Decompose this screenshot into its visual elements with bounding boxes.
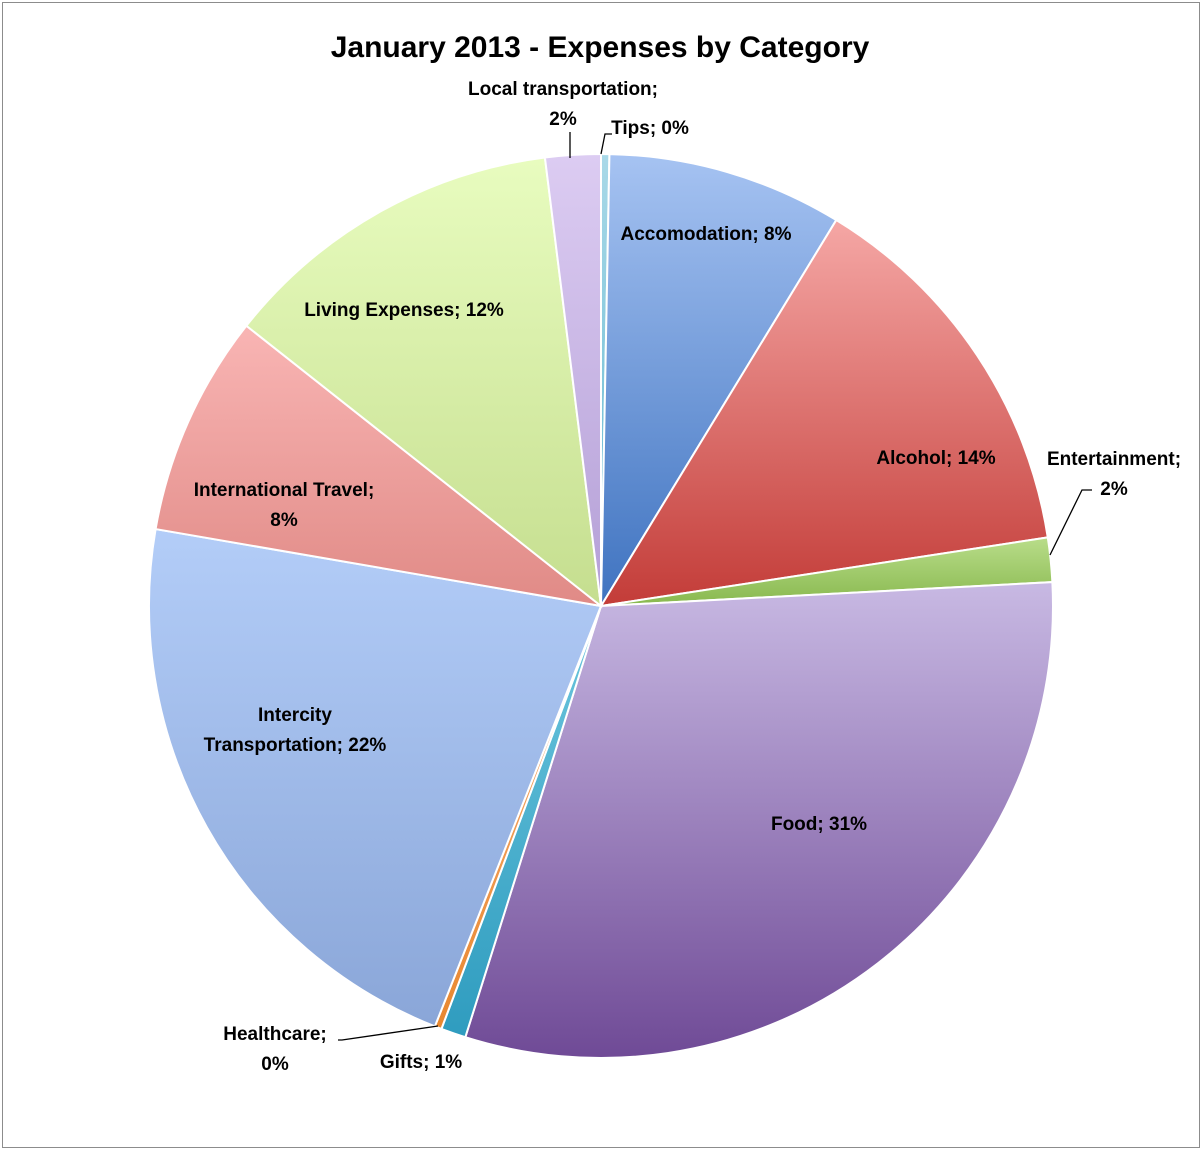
pie-slice-international-travel: [154, 324, 602, 607]
slice-label-gifts: Gifts; 1%: [380, 1052, 462, 1073]
slice-label-international-travel: International Travel; 8%: [194, 480, 375, 531]
slice-labels: Tips; 0% Accomodation; 8% Alcohol; 14% Ente…: [194, 79, 1181, 1075]
pie-slice-food: [464, 581, 1054, 1059]
leader-line-healthcare: [338, 1025, 439, 1041]
slice-label-living-expenses: Living Expenses; 12%: [304, 300, 504, 321]
slice-label-healthcare: Healthcare; 0%: [223, 1024, 327, 1075]
chart-title: January 2013 - Expenses by Category: [331, 31, 870, 64]
pie-slice-intercity-transportation: [148, 527, 603, 1028]
slice-label-entertainment: Entertainment; 2%: [1047, 449, 1181, 500]
slice-label-food: Food; 31%: [771, 814, 867, 835]
leader-lines: [338, 132, 1092, 1041]
pie-slices: [148, 152, 1054, 1059]
pie-slice-living-expenses: [244, 156, 603, 609]
slice-label-accomodation: Accomodation; 8%: [620, 224, 791, 245]
slice-label-tips: Tips; 0%: [611, 118, 689, 139]
slice-label-alcohol: Alcohol; 14%: [876, 448, 995, 469]
leader-line-tips: [600, 133, 612, 155]
pie-slice-accomodation: [599, 153, 838, 610]
slice-label-local-transportation: Local transportation; 2%: [468, 79, 658, 130]
pie-slice-local-transportation: [543, 152, 602, 607]
leader-line-entertainment: [1049, 489, 1092, 556]
pie-slice-alcohol: [599, 218, 1049, 608]
slice-label-intercity-transportation: Intercity Transportation; 22%: [204, 705, 387, 756]
